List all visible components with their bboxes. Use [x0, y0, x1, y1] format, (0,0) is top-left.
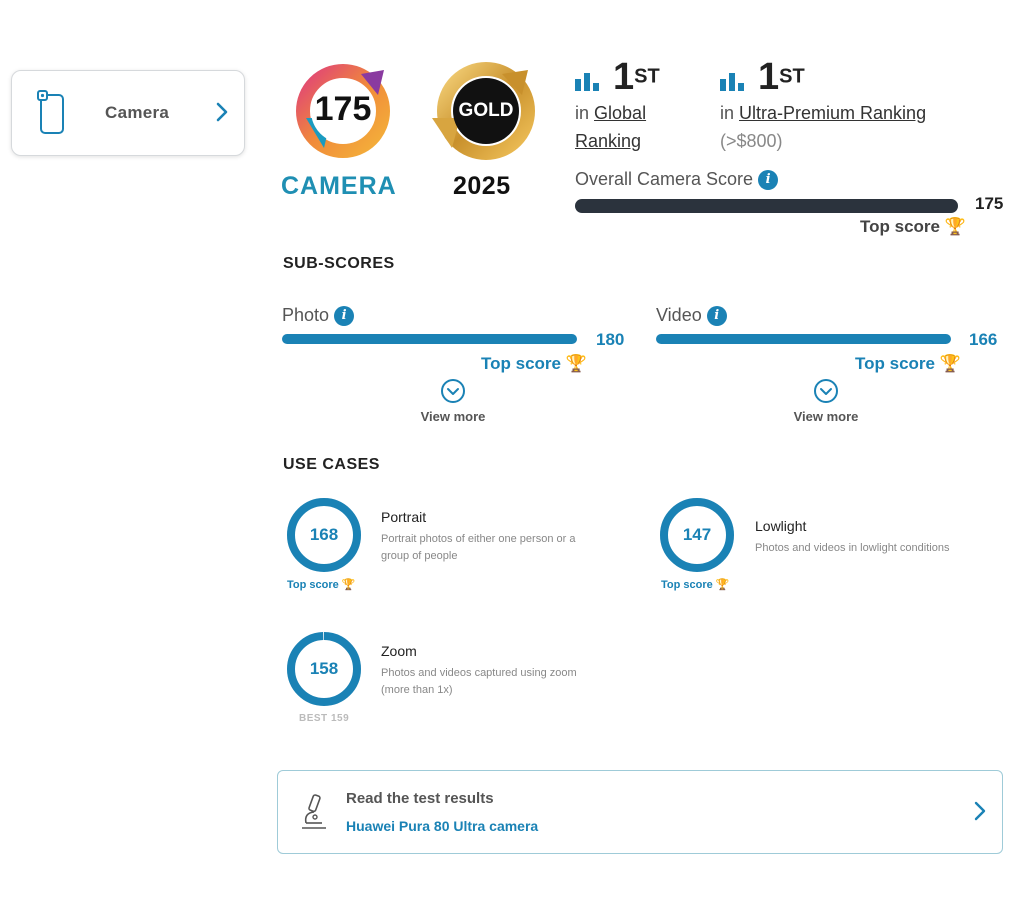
zoom-title: Zoom [381, 643, 417, 659]
premium-price-range: (>$800) [720, 131, 783, 151]
chevron-down-icon [813, 379, 839, 408]
video-score-value: 166 [969, 330, 998, 349]
portrait-score-value: 168 [309, 525, 339, 544]
portrait-desc-line: Portrait photos of either one person or … [381, 533, 576, 545]
portrait-desc-line: group of people [381, 550, 458, 562]
global-ranking: 1ST [575, 58, 660, 96]
microscope-icon [300, 793, 330, 836]
subscores-title: SUB-SCORES [283, 255, 395, 272]
zoom-score-ring: 158 [286, 631, 362, 707]
global-ranking-link[interactable]: Global Ranking [575, 103, 647, 151]
chevron-right-icon [973, 800, 987, 827]
view-more-label: View more [793, 409, 859, 424]
video-label: Video [656, 305, 702, 325]
photo-view-more[interactable]: View more [413, 378, 493, 424]
photo-subscore-label: Photo i [282, 305, 355, 327]
video-view-more[interactable]: View more [786, 378, 866, 424]
portrait-score-ring: 168 [286, 497, 362, 573]
phone-camera-icon [37, 89, 65, 140]
chevron-right-icon [215, 101, 229, 128]
sidebar-item-camera[interactable]: Camera [11, 70, 245, 156]
portrait-description: Portrait photos of either one person or … [381, 531, 621, 565]
overall-top-score: Top score 🏆 [860, 217, 966, 237]
ultra-premium-ranking: 1ST [720, 58, 805, 96]
info-icon[interactable]: i [334, 306, 355, 327]
camera-label: CAMERA [281, 172, 397, 200]
global-rank-suffix: ST [634, 65, 660, 88]
global-ranking-text: in Global Ranking [575, 99, 695, 155]
results-title: Read the test results [346, 790, 494, 807]
photo-score-bar [282, 334, 577, 344]
read-test-results-card[interactable]: Read the test results Huawei Pura 80 Ult… [277, 770, 1003, 854]
photo-top-score: Top score 🏆 [481, 354, 587, 374]
lowlight-top-score: Top score 🏆 [661, 578, 730, 591]
lowlight-desc-line: Photos and videos in lowlight conditions [755, 542, 950, 554]
camera-score-badge: 175 [286, 60, 396, 164]
gold-label: GOLD [458, 100, 514, 121]
info-icon[interactable]: i [758, 170, 779, 191]
trophy-icon: 🏆 [944, 217, 966, 236]
lowlight-score-value: 147 [682, 525, 712, 544]
portrait-top-score: Top score 🏆 [287, 578, 356, 591]
top-score-label: Top score [661, 579, 713, 591]
gold-award-badge: GOLD [430, 60, 540, 164]
top-score-label: Top score [287, 579, 339, 591]
premium-ranking-text: in Ultra-Premium Ranking (>$800) [720, 99, 980, 155]
award-year: 2025 [453, 172, 511, 200]
info-icon[interactable]: i [706, 306, 727, 327]
trophy-icon: 🏆 [341, 579, 356, 591]
premium-rank-number: 1 [758, 56, 780, 98]
portrait-title: Portrait [381, 509, 427, 525]
lowlight-score-ring: 147 [659, 497, 735, 573]
overall-score-bar [575, 199, 958, 213]
top-score-label: Top score [860, 217, 940, 236]
premium-rank-suffix: ST [779, 65, 805, 88]
camera-score-value: 175 [314, 90, 372, 128]
top-score-label: Top score [855, 354, 935, 373]
usecases-title: USE CASES [283, 456, 380, 473]
lowlight-title: Lowlight [755, 518, 807, 534]
lowlight-description: Photos and videos in lowlight conditions [755, 540, 1005, 557]
global-ranking-prefix: in [575, 103, 590, 123]
zoom-best-score: BEST 159 [299, 713, 350, 724]
overall-score-label: Overall Camera Score i [575, 169, 779, 191]
ranking-bars-icon [720, 71, 746, 96]
top-score-label: Top score [481, 354, 561, 373]
trophy-icon: 🏆 [565, 354, 587, 373]
video-score-bar [656, 334, 951, 344]
trophy-icon: 🏆 [939, 354, 961, 373]
global-rank-number: 1 [613, 56, 635, 98]
zoom-score-value: 158 [309, 659, 339, 678]
overall-score-text: Overall Camera Score [575, 169, 754, 189]
overall-score-value: 175 [975, 194, 1004, 213]
sidebar-item-label: Camera [105, 103, 170, 122]
results-link[interactable]: Huawei Pura 80 Ultra camera [346, 818, 539, 834]
premium-ranking-link[interactable]: Ultra-Premium Ranking [739, 103, 927, 123]
zoom-description: Photos and videos captured using zoom (m… [381, 665, 621, 699]
video-top-score: Top score 🏆 [855, 354, 961, 374]
chevron-down-icon [440, 379, 466, 408]
view-more-label: View more [420, 409, 486, 424]
photo-score-value: 180 [596, 330, 625, 349]
zoom-desc-line: Photos and videos captured using zoom [381, 667, 577, 679]
zoom-desc-line: (more than 1x) [381, 684, 453, 696]
trophy-icon: 🏆 [715, 579, 730, 591]
ranking-bars-icon [575, 71, 601, 96]
photo-label: Photo [282, 305, 330, 325]
premium-ranking-prefix: in [720, 103, 735, 123]
video-subscore-label: Video i [656, 305, 727, 327]
